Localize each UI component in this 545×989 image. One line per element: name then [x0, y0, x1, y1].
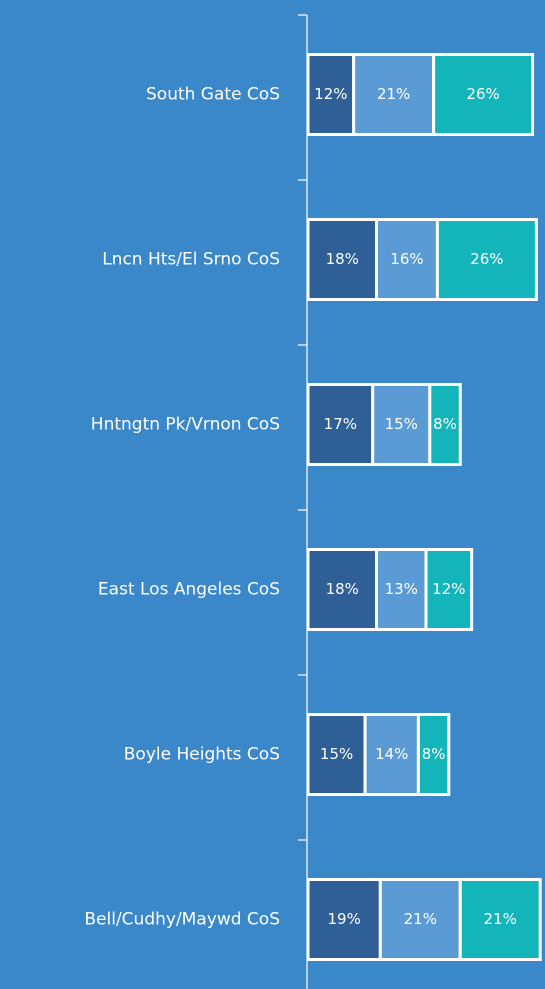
data-label: 8% [422, 745, 446, 763]
bar-segment [378, 878, 462, 961]
bar-segment [416, 713, 451, 796]
bar-segment [306, 713, 367, 796]
data-label: 15% [320, 745, 353, 763]
category-label: Lncn Hts/El Srno CoS [102, 250, 280, 270]
bar-segment [428, 383, 462, 466]
data-label: 15% [385, 415, 418, 433]
data-label: 17% [324, 415, 357, 433]
bar-segment [306, 218, 379, 301]
bar-segment [432, 53, 535, 136]
data-label: 12% [314, 85, 347, 103]
category-label: Hntngtn Pk/Vrnon CoS [91, 415, 280, 435]
data-label: 18% [326, 580, 359, 598]
data-label: 12% [432, 580, 465, 598]
category-label: East Los Angeles CoS [98, 580, 280, 600]
category-label: South Gate CoS [146, 85, 280, 105]
data-label: 26% [466, 85, 499, 103]
bar-segment [306, 878, 382, 961]
bar-segment [352, 53, 436, 136]
bar-segment [306, 53, 356, 136]
data-label: 21% [404, 910, 437, 928]
bar-segment [375, 218, 439, 301]
bar-segment [375, 548, 428, 631]
data-label: 13% [385, 580, 418, 598]
bar-segment [424, 548, 474, 631]
category-label: Boyle Heights CoS [124, 745, 280, 765]
data-label: 19% [327, 910, 360, 928]
data-label: 18% [326, 250, 359, 268]
data-label: 21% [377, 85, 410, 103]
data-label: 16% [390, 250, 423, 268]
bar-segment [458, 878, 542, 961]
bar-segment [435, 218, 538, 301]
category-label: Bell/Cudhy/Maywd CoS [84, 910, 280, 930]
data-label: 14% [375, 745, 408, 763]
data-label: 8% [433, 415, 457, 433]
data-label: 26% [470, 250, 503, 268]
data-label: 21% [484, 910, 517, 928]
bar-segment [363, 713, 420, 796]
